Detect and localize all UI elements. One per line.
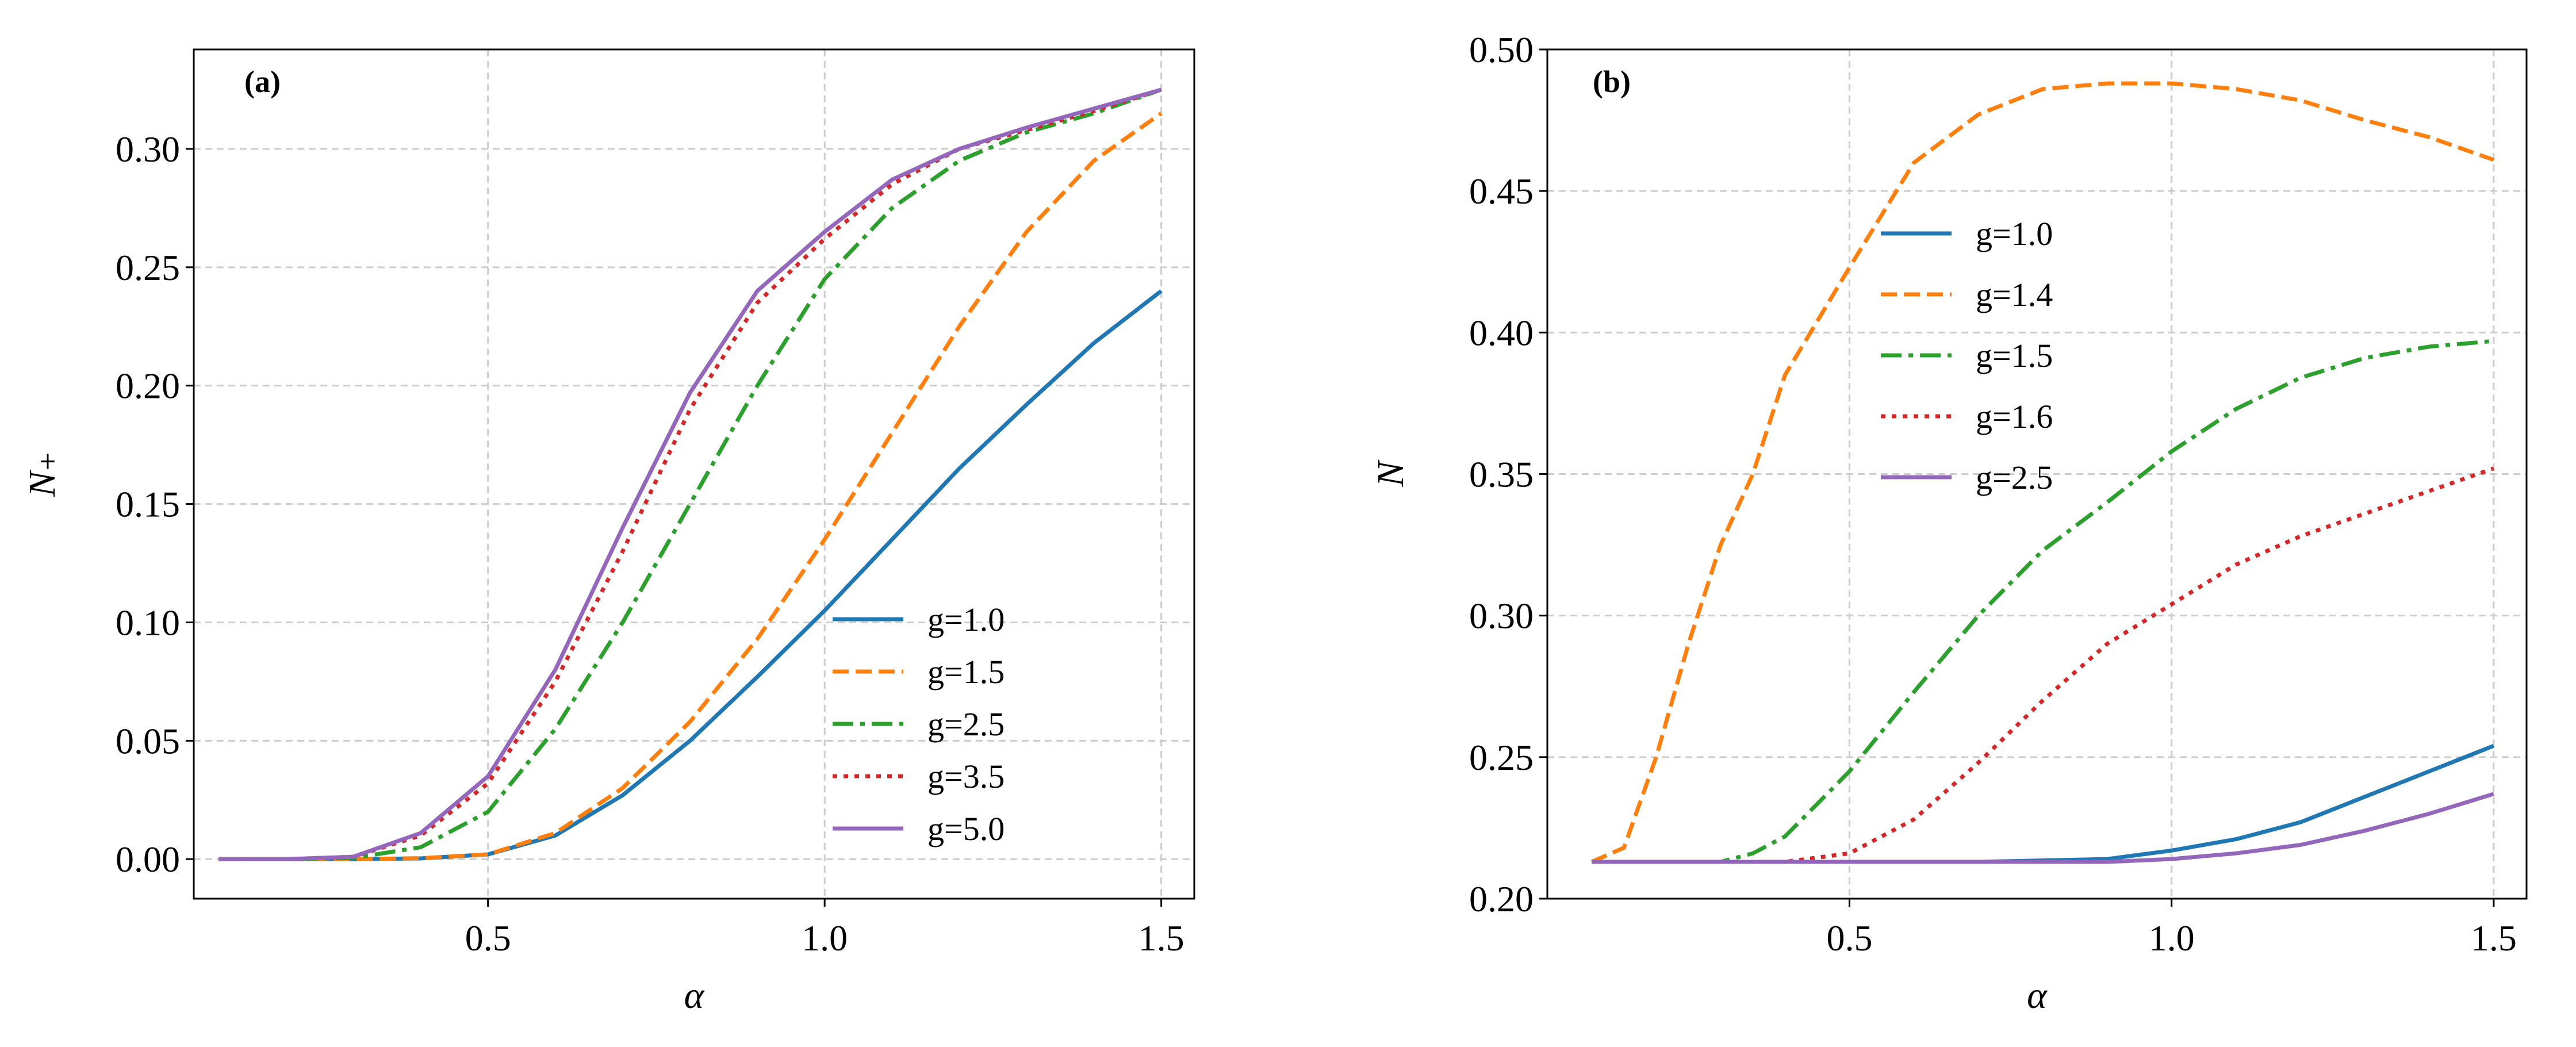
y-tick-label: 0.10 (116, 602, 180, 643)
series-line-g=1.5 (1592, 339, 2494, 864)
legend-label: g=3.5 (927, 758, 1005, 795)
legend-label: g=1.0 (927, 601, 1005, 638)
series-line-g=2.5 (1592, 792, 2494, 864)
series-line-g=1.6 (1592, 466, 2495, 864)
y-tick-label: 0.50 (1469, 29, 1534, 70)
series-line-g=5.0 (218, 87, 1162, 861)
series-line-g=1.5 (218, 112, 1163, 861)
y-tick-label: 0.35 (1469, 454, 1534, 495)
y-tick-label: 0.00 (116, 839, 180, 880)
x-axis-label: α (2027, 975, 2048, 1017)
x-tick-label: 1.0 (2149, 918, 2195, 958)
y-tick-label: 0.05 (116, 720, 180, 761)
x-tick-label: 1.5 (1138, 918, 1184, 958)
axes-frame (193, 48, 1195, 900)
panel-label: (b) (1593, 64, 1631, 99)
y-tick-label: 0.20 (1469, 879, 1534, 919)
x-tick-label: 0.5 (465, 918, 511, 958)
y-tick-label: 0.30 (116, 129, 180, 170)
legend: g=1.0 g=1.5 g=2.5 g=3.5 g=5.0 (833, 601, 1005, 847)
panel-b: 0.5 1.0 1.5 0.20 0.25 0.30 0.35 0.40 0.45 0.50 α N (… (1370, 29, 2528, 1017)
legend-label: g=1.0 (1976, 215, 2053, 252)
series-line-g=2.5 (218, 87, 1162, 861)
panel-label: (a) (244, 64, 281, 99)
legend: g=1.0 g=1.4 g=1.5 g=1.6 g=2.5 (1881, 215, 2053, 496)
series-line-g=3.5 (218, 87, 1162, 861)
legend-label: g=1.5 (1976, 337, 2053, 374)
series-line-g=1.4 (1590, 81, 2495, 864)
legend-label: g=2.5 (927, 705, 1005, 743)
legend-label: g=2.5 (1976, 459, 2053, 496)
series-line-g=1.0 (1592, 743, 2495, 864)
x-tick-label: 1.0 (802, 918, 848, 958)
y-axis-label: N₊ (21, 451, 63, 497)
y-tick-label: 0.40 (1469, 312, 1534, 353)
legend-label: g=1.5 (927, 653, 1005, 691)
x-axis-label: α (684, 975, 705, 1017)
y-tick-label: 0.25 (116, 247, 180, 288)
y-tick-label: 0.25 (1469, 737, 1534, 778)
legend-label: g=1.4 (1976, 276, 2053, 313)
panel-a: 0.5 1.0 1.5 0.00 0.05 0.10 0.15 0.20 0.25 0.30 α N₊… (21, 48, 1195, 1017)
y-tick-label: 0.45 (1469, 171, 1534, 212)
y-axis-label: N (1370, 459, 1412, 488)
x-tick-label: 0.5 (1826, 918, 1872, 958)
x-tick-label: 1.5 (2471, 918, 2517, 958)
legend-label: g=1.6 (1976, 398, 2053, 435)
legend-label: g=5.0 (927, 810, 1005, 847)
y-tick-label: 0.30 (1469, 596, 1534, 636)
y-tick-label: 0.15 (116, 484, 180, 525)
series-line-g=1.0 (218, 289, 1163, 861)
y-tick-label: 0.20 (116, 366, 180, 406)
axes-frame (1546, 48, 2528, 900)
